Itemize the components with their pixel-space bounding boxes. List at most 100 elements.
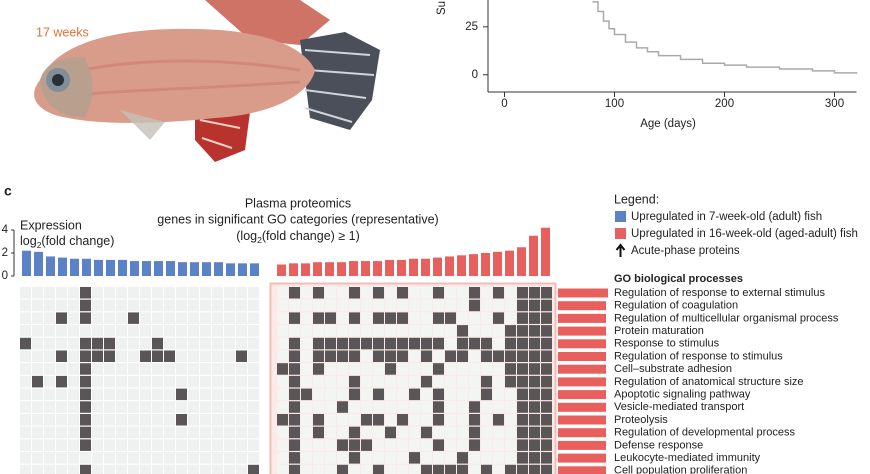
heatmap-cell: [301, 325, 312, 337]
heatmap-cell: [32, 401, 43, 413]
age-label: 17 weeks: [36, 25, 89, 39]
heatmap-cell: [32, 375, 43, 388]
heatmap-cell: [116, 363, 127, 375]
heatmap-cell: [116, 312, 127, 324]
text-part: (fold change): [41, 234, 114, 248]
heatmap-cell: [277, 375, 288, 388]
heatmap-cell: [421, 312, 432, 324]
heatmap-cell: [421, 287, 432, 299]
heatmap-cell: [529, 312, 540, 324]
heatmap-cell: [313, 337, 324, 350]
heatmap-cell: [361, 350, 372, 362]
heatmap-cell: [140, 452, 151, 464]
heatmap-cell: [236, 464, 247, 474]
heatmap-cell: [200, 363, 211, 375]
heatmap-cell: [140, 287, 151, 299]
heatmap-cell: [224, 287, 235, 299]
heatmap-cell: [349, 325, 360, 337]
heatmap-cell: [20, 401, 31, 413]
heatmap-cell: [224, 337, 235, 350]
bar: [493, 251, 502, 276]
heatmap-cell: [313, 375, 324, 388]
heatmap-cell: [224, 375, 235, 388]
heatmap-cell: [176, 452, 187, 464]
heatmap-cell: [373, 464, 384, 474]
heatmap-cell: [68, 325, 79, 337]
heatmap-cell: [80, 439, 91, 451]
y-tick-label: 2: [2, 247, 8, 259]
heatmap-cell: [277, 287, 288, 299]
heatmap-cell: [433, 439, 444, 451]
heatmap-cell: [301, 439, 312, 451]
bar: [517, 247, 526, 276]
go-label: Proteolysis: [614, 414, 668, 426]
heatmap-cell: [541, 452, 552, 464]
heatmap-cell: [92, 414, 103, 426]
heatmap-cell: [337, 350, 348, 362]
heatmap-cell: [116, 452, 127, 464]
heatmap-cell: [80, 401, 91, 413]
heatmap-cell: [224, 325, 235, 337]
heatmap-cell: [481, 350, 492, 362]
heatmap-cell: [373, 350, 384, 362]
heatmap-cell: [325, 401, 336, 413]
go-label: Vesicle-mediated transport: [614, 401, 744, 413]
heatmap-cell: [481, 401, 492, 413]
heatmap-cell: [469, 325, 480, 337]
heatmap-cell: [541, 337, 552, 350]
heatmap-cell: [337, 401, 348, 413]
text-part: log: [20, 234, 37, 248]
heatmap-cell: [140, 388, 151, 401]
heatmap-cell: [92, 287, 103, 299]
heatmap-cell: [92, 426, 103, 439]
heatmap-cell: [104, 299, 115, 312]
heatmap-cell: [104, 363, 115, 375]
heatmap-cell: [224, 401, 235, 413]
heatmap-cell: [409, 401, 420, 413]
heatmap-cell: [325, 388, 336, 401]
heatmap-cell: [80, 414, 91, 426]
heatmap-cell: [349, 388, 360, 401]
go-label: Leukocyte-mediated immunity: [614, 452, 761, 464]
heatmap-cell: [325, 426, 336, 439]
heatmap-cell: [433, 414, 444, 426]
heatmap-cell: [212, 452, 223, 464]
heatmap-cell: [80, 426, 91, 439]
heatmap-cell: [140, 363, 151, 375]
heatmap-cell: [224, 414, 235, 426]
heatmap-cell: [289, 439, 300, 451]
heatmap-cell: [481, 287, 492, 299]
heatmap-cell: [68, 350, 79, 362]
heatmap-cell: [140, 350, 151, 362]
bar: [313, 262, 322, 276]
heatmap-cell: [337, 452, 348, 464]
heatmap-cell: [128, 287, 139, 299]
heatmap-cell: [457, 426, 468, 439]
heatmap-cell: [128, 464, 139, 474]
heatmap-cell: [277, 452, 288, 464]
heatmap-cell: [313, 452, 324, 464]
heatmap-cell: [92, 299, 103, 312]
heatmap-cell: [505, 363, 516, 375]
heatmap-cell: [493, 388, 504, 401]
heatmap-cell: [481, 375, 492, 388]
heatmap-cell: [56, 464, 67, 474]
heatmap-cell: [20, 325, 31, 337]
heatmap-cell: [188, 363, 199, 375]
heatmap-cell: [313, 299, 324, 312]
heatmap-cell: [505, 299, 516, 312]
heatmap-cell: [517, 375, 528, 388]
heatmap-cell: [176, 401, 187, 413]
heatmap-cell: [164, 401, 175, 413]
heatmap-cell: [188, 401, 199, 413]
heatmap-cell: [44, 325, 55, 337]
heatmap-cell: [469, 337, 480, 350]
heatmap-cell: [457, 337, 468, 350]
heatmap-cell: [421, 401, 432, 413]
heatmap-cell: [140, 375, 151, 388]
heatmap-cell: [337, 388, 348, 401]
heatmap-cell: [104, 414, 115, 426]
heatmap-cell: [44, 401, 55, 413]
heatmap-cell: [68, 401, 79, 413]
heatmap-cell: [44, 439, 55, 451]
